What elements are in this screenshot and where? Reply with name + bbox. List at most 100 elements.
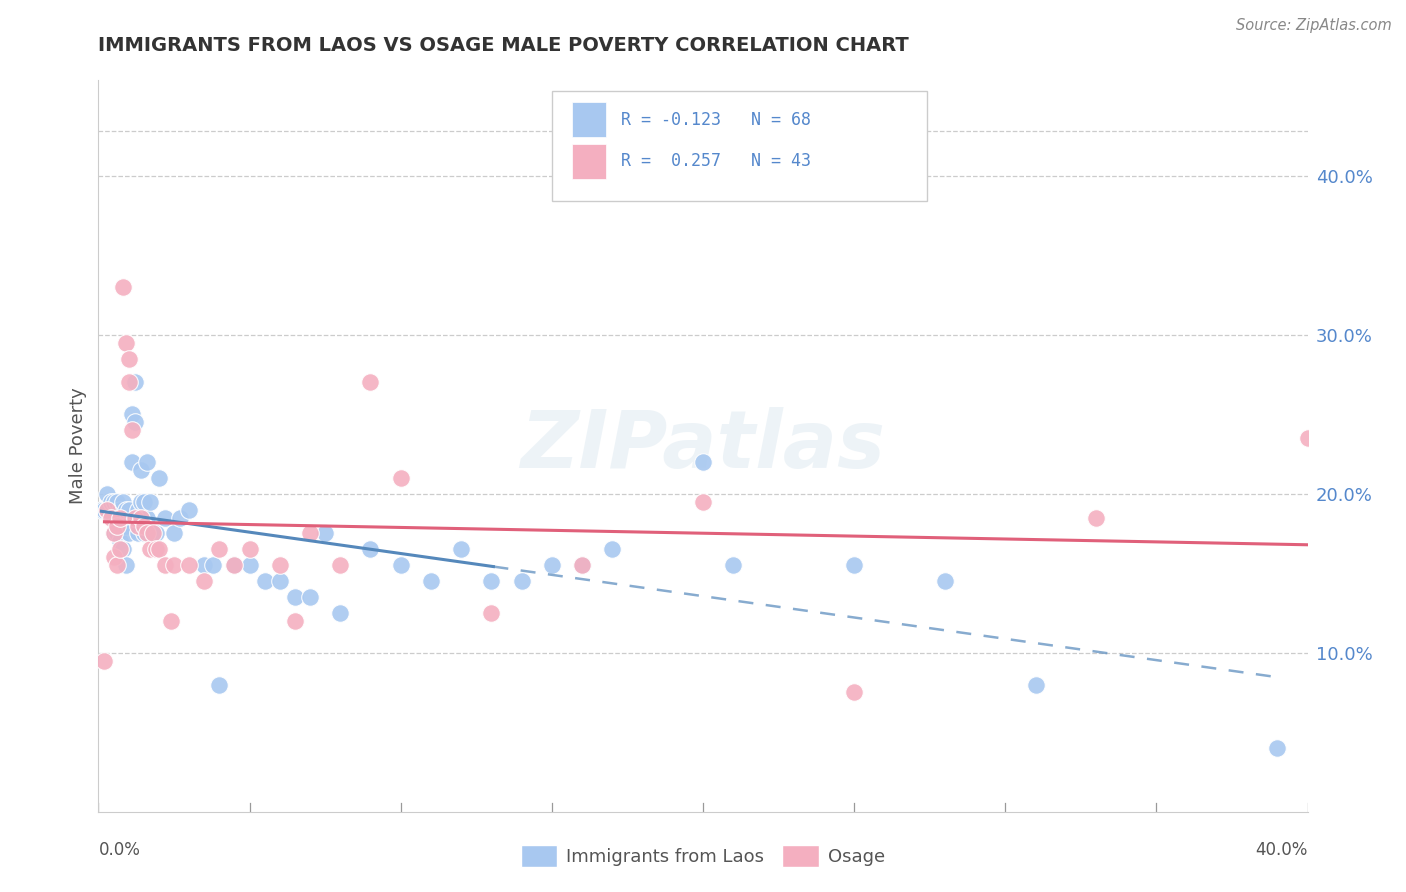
Point bbox=[124, 376, 146, 390]
Point bbox=[135, 510, 157, 524]
Point bbox=[139, 542, 162, 557]
Point bbox=[127, 526, 149, 541]
Point bbox=[253, 574, 276, 589]
Point bbox=[121, 407, 143, 421]
Text: ZIPatlas: ZIPatlas bbox=[520, 407, 886, 485]
Point bbox=[139, 494, 162, 508]
Point bbox=[540, 558, 562, 573]
Point bbox=[153, 558, 176, 573]
Text: Source: ZipAtlas.com: Source: ZipAtlas.com bbox=[1236, 18, 1392, 33]
Point bbox=[934, 574, 956, 589]
Point bbox=[163, 526, 186, 541]
Point bbox=[450, 542, 472, 557]
Text: IMMIGRANTS FROM LAOS VS OSAGE MALE POVERTY CORRELATION CHART: IMMIGRANTS FROM LAOS VS OSAGE MALE POVER… bbox=[98, 36, 910, 54]
Point bbox=[93, 502, 115, 516]
Legend: Immigrants from Laos, Osage: Immigrants from Laos, Osage bbox=[515, 838, 891, 874]
Point bbox=[269, 574, 291, 589]
Point bbox=[284, 590, 307, 604]
Point bbox=[108, 502, 131, 516]
Point bbox=[153, 510, 176, 524]
Point bbox=[1267, 741, 1289, 756]
Point bbox=[114, 558, 136, 573]
Point bbox=[329, 558, 352, 573]
Point bbox=[132, 526, 155, 541]
Point bbox=[103, 510, 125, 524]
Point bbox=[103, 526, 125, 541]
Point bbox=[224, 558, 246, 573]
Point bbox=[132, 518, 155, 533]
Point bbox=[111, 280, 134, 294]
Point bbox=[111, 518, 134, 533]
Point bbox=[118, 526, 141, 541]
Point bbox=[193, 558, 215, 573]
Point bbox=[105, 510, 128, 524]
Point bbox=[224, 558, 246, 573]
Point bbox=[114, 518, 136, 533]
Point bbox=[114, 335, 136, 350]
Point bbox=[692, 494, 714, 508]
Point bbox=[314, 526, 336, 541]
Point bbox=[1085, 510, 1108, 524]
Point bbox=[1024, 677, 1046, 691]
Point bbox=[124, 510, 146, 524]
Point bbox=[127, 518, 149, 533]
Point bbox=[179, 502, 201, 516]
Point bbox=[93, 654, 115, 668]
Point bbox=[100, 494, 122, 508]
Point bbox=[96, 502, 118, 516]
Point bbox=[692, 455, 714, 469]
Point bbox=[129, 494, 152, 508]
Point bbox=[163, 558, 186, 573]
Point bbox=[723, 558, 745, 573]
Point bbox=[96, 486, 118, 500]
Point bbox=[118, 502, 141, 516]
Point bbox=[124, 415, 146, 429]
Point bbox=[389, 471, 412, 485]
Point bbox=[108, 542, 131, 557]
Point bbox=[208, 677, 231, 691]
Point bbox=[121, 423, 143, 437]
Point bbox=[127, 502, 149, 516]
Point bbox=[96, 502, 118, 516]
Point bbox=[360, 376, 382, 390]
Text: R =  0.257   N = 43: R = 0.257 N = 43 bbox=[621, 153, 811, 170]
Point bbox=[160, 614, 183, 628]
Point bbox=[108, 518, 131, 533]
Point bbox=[239, 558, 262, 573]
Point bbox=[208, 542, 231, 557]
Point bbox=[844, 685, 866, 699]
Point bbox=[420, 574, 443, 589]
Text: 40.0%: 40.0% bbox=[1256, 841, 1308, 859]
Point bbox=[602, 542, 624, 557]
Point bbox=[202, 558, 225, 573]
Point bbox=[114, 502, 136, 516]
Point bbox=[389, 558, 412, 573]
Text: 0.0%: 0.0% bbox=[98, 841, 141, 859]
Point bbox=[111, 494, 134, 508]
FancyBboxPatch shape bbox=[572, 103, 606, 137]
Text: R = -0.123   N = 68: R = -0.123 N = 68 bbox=[621, 111, 811, 128]
Point bbox=[844, 558, 866, 573]
Point bbox=[179, 558, 201, 573]
Point bbox=[100, 510, 122, 524]
Point bbox=[103, 494, 125, 508]
Point bbox=[132, 494, 155, 508]
Point bbox=[239, 542, 262, 557]
Point bbox=[145, 542, 167, 557]
Point bbox=[90, 502, 112, 516]
Point bbox=[169, 510, 191, 524]
Point bbox=[135, 455, 157, 469]
Point bbox=[481, 606, 503, 620]
Point bbox=[103, 550, 125, 565]
Point bbox=[329, 606, 352, 620]
Point bbox=[103, 526, 125, 541]
Point bbox=[148, 471, 170, 485]
Point bbox=[145, 526, 167, 541]
Point bbox=[111, 542, 134, 557]
Point bbox=[118, 351, 141, 366]
Point bbox=[510, 574, 533, 589]
Point bbox=[299, 526, 322, 541]
Point bbox=[108, 534, 131, 549]
Point bbox=[284, 614, 307, 628]
Point bbox=[142, 526, 165, 541]
